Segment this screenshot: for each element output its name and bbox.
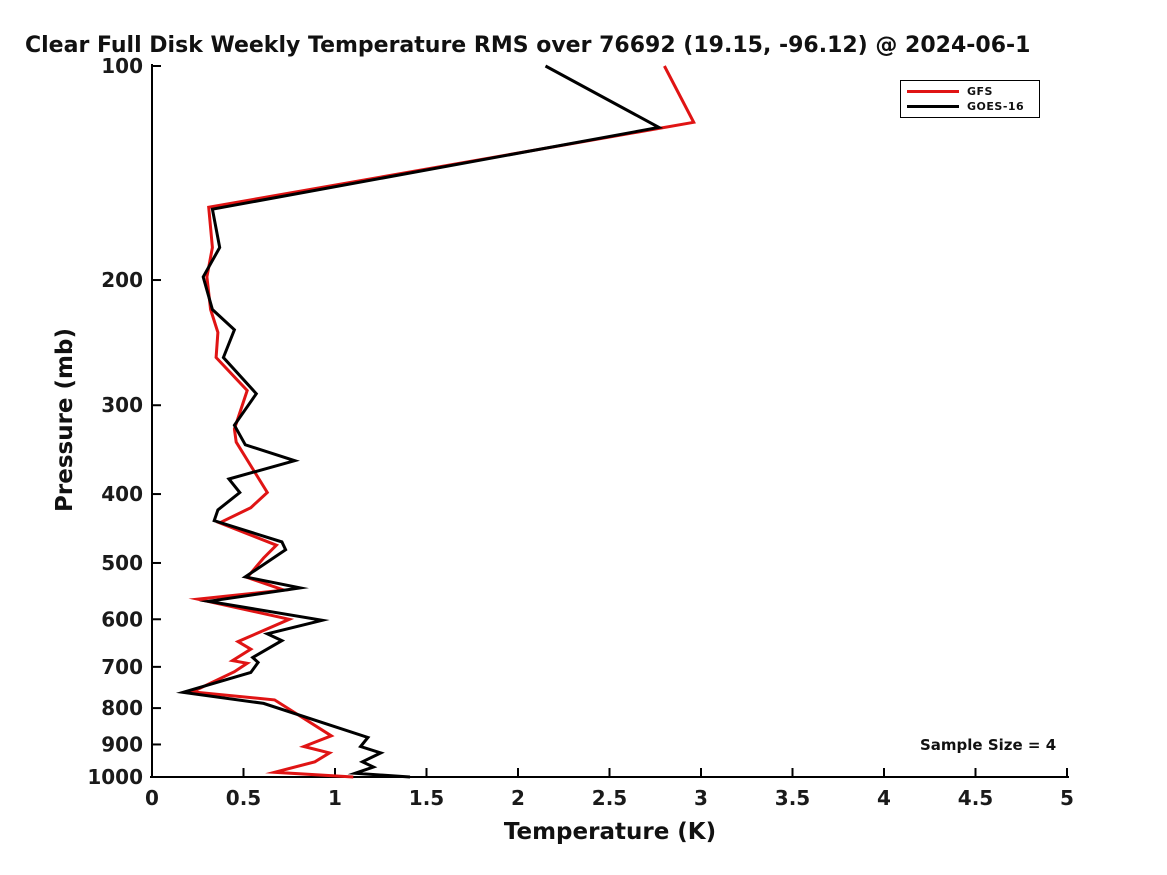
chart-title: Clear Full Disk Weekly Temperature RMS o… <box>25 33 1031 58</box>
series-line-gfs <box>186 65 696 779</box>
y-tick-label: 300 <box>101 393 143 417</box>
y-tick-label: 1000 <box>87 765 143 789</box>
goes16-line-sample <box>907 104 959 109</box>
y-tick-label: 500 <box>101 551 143 575</box>
x-tick-label: 0.5 <box>226 786 261 810</box>
x-tick-label: 1.5 <box>409 786 444 810</box>
y-tick-label: 100 <box>101 54 143 78</box>
legend-item-goes16: GOES-16 <box>907 100 1033 114</box>
x-tick-label: 4.5 <box>958 786 993 810</box>
x-axis-label: Temperature (K) <box>503 819 717 845</box>
legend-item-gfs: GFS <box>907 84 1033 98</box>
x-tick-label: 2.5 <box>592 786 627 810</box>
x-tick-label: 3 <box>694 786 708 810</box>
y-tick-label: 900 <box>101 732 143 756</box>
x-tick-label: 1 <box>328 786 342 810</box>
x-tick-label: 2 <box>511 786 525 810</box>
y-tick-label: 800 <box>101 696 143 720</box>
gfs-line-sample <box>907 89 959 94</box>
series-line-goes-16 <box>175 64 664 779</box>
x-tick-label: 5 <box>1060 786 1074 810</box>
y-tick-label: 200 <box>101 268 143 292</box>
legend-label-gfs: GFS <box>967 84 993 98</box>
x-tick-label: 3.5 <box>775 786 810 810</box>
legend-label-goes16: GOES-16 <box>967 100 1025 114</box>
legend: GFS GOES-16 <box>900 80 1040 118</box>
y-tick-label: 700 <box>101 655 143 679</box>
y-tick-label: 600 <box>101 607 143 631</box>
x-tick-label: 4 <box>877 786 891 810</box>
y-tick-label: 400 <box>101 482 143 506</box>
sample-size-note: Sample Size = 4 <box>920 736 1057 754</box>
x-tick-label: 0 <box>145 786 159 810</box>
